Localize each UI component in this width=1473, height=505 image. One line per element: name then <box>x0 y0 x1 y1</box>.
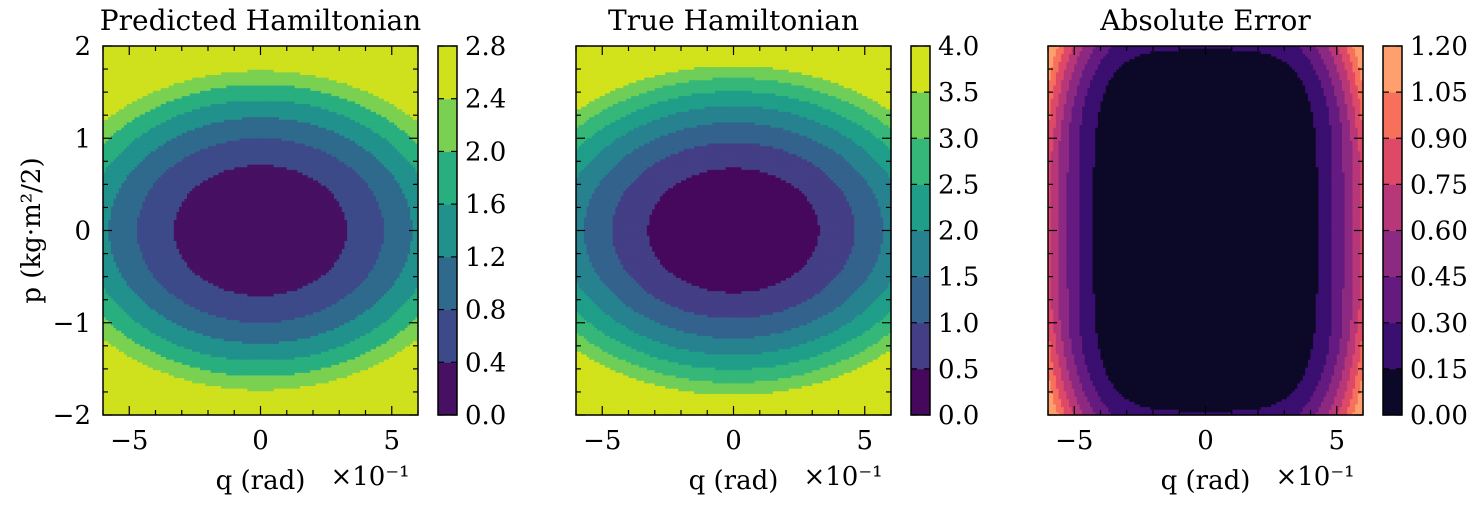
panel-1 <box>103 46 419 416</box>
